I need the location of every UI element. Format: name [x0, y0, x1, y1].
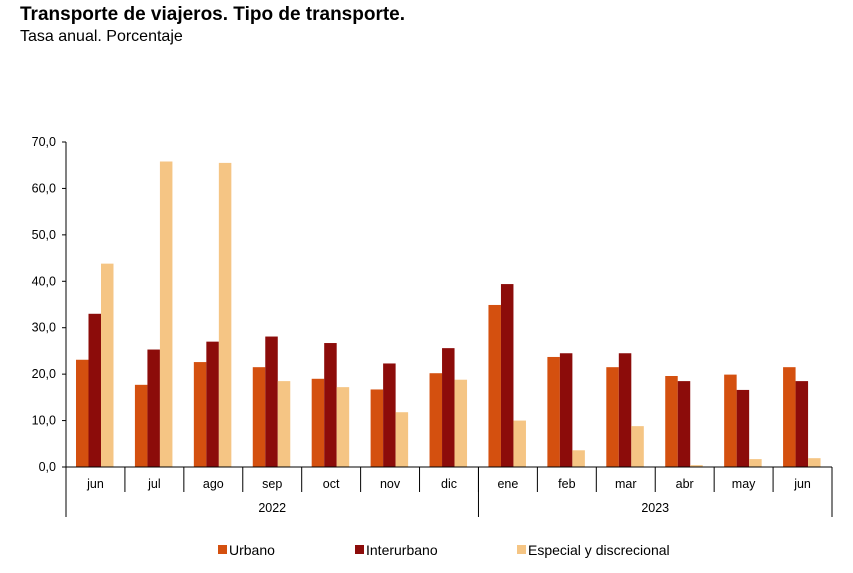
- y-tick-label: 40,0: [32, 274, 56, 288]
- x-tick-label: jun: [793, 477, 811, 491]
- y-tick-label: 10,0: [32, 414, 56, 428]
- bar-especial-y-discrecional: [336, 387, 350, 467]
- x-tick-label: nov: [380, 477, 401, 491]
- x-tick-label: dic: [441, 477, 457, 491]
- bar-especial-y-discrecional: [277, 381, 291, 467]
- legend-swatch: [355, 545, 364, 554]
- x-tick-label: ene: [497, 477, 518, 491]
- x-tick-label: jun: [86, 477, 104, 491]
- group-label: 2022: [258, 501, 286, 515]
- legend-swatch: [517, 545, 526, 554]
- x-tick-label: feb: [558, 477, 575, 491]
- bar-interurbano: [677, 381, 691, 467]
- bar-interurbano: [147, 349, 160, 467]
- bar-especial-y-discrecional: [454, 379, 468, 467]
- bar-especial-y-discrecional: [159, 161, 173, 467]
- bar-interurbano: [383, 363, 396, 467]
- y-tick-label: 30,0: [32, 321, 56, 335]
- bar-urbano: [76, 359, 89, 467]
- bar-urbano: [488, 304, 501, 467]
- group-label: 2023: [641, 501, 669, 515]
- chart-subtitle: Tasa anual. Porcentaje: [20, 28, 183, 45]
- bar-interurbano: [88, 313, 101, 467]
- bar-urbano: [724, 374, 737, 467]
- bar-urbano: [606, 367, 619, 467]
- y-tick-label: 0,0: [39, 460, 56, 474]
- x-tick-label: mar: [615, 477, 637, 491]
- bar-interurbano: [206, 341, 219, 467]
- bar-urbano: [665, 376, 678, 467]
- bar-especial-y-discrecional: [218, 162, 232, 467]
- x-tick-label: abr: [676, 477, 694, 491]
- bar-especial-y-discrecional: [690, 465, 703, 467]
- bar-urbano: [252, 367, 266, 467]
- legend-label: Especial y discrecional: [528, 542, 670, 558]
- y-tick-label: 50,0: [32, 228, 56, 242]
- y-tick-label: 70,0: [32, 135, 56, 149]
- bar-especial-y-discrecional: [631, 426, 644, 467]
- bar-interurbano: [324, 343, 337, 467]
- x-tick-label: sep: [262, 477, 282, 491]
- bar-interurbano: [500, 284, 514, 467]
- bar-especial-y-discrecional: [572, 450, 585, 467]
- bar-urbano: [193, 362, 207, 467]
- bar-interurbano: [559, 353, 573, 467]
- bar-urbano: [311, 378, 325, 467]
- bar-interurbano: [736, 389, 750, 467]
- bar-especial-y-discrecional: [513, 420, 526, 467]
- y-tick-label: 20,0: [32, 367, 56, 381]
- legend-label: Urbano: [229, 542, 275, 558]
- bar-urbano: [547, 356, 560, 467]
- bar-especial-y-discrecional: [749, 459, 762, 467]
- bar-especial-y-discrecional: [395, 412, 409, 467]
- bar-urbano: [429, 373, 443, 467]
- chart-title: Transporte de viajeros. Tipo de transpor…: [20, 4, 406, 25]
- legend-swatch: [218, 545, 227, 554]
- bar-interurbano: [618, 353, 632, 467]
- bar-interurbano: [442, 348, 455, 467]
- bar-urbano: [370, 389, 384, 467]
- bar-urbano: [134, 384, 148, 467]
- legend-label: Interurbano: [366, 542, 438, 558]
- bar-especial-y-discrecional: [101, 263, 114, 467]
- bar-especial-y-discrecional: [808, 458, 821, 467]
- x-tick-label: ago: [203, 477, 224, 491]
- y-tick-label: 60,0: [32, 181, 56, 195]
- x-tick-label: may: [732, 477, 756, 491]
- bar-interurbano: [265, 336, 278, 467]
- x-tick-label: jul: [147, 477, 161, 491]
- x-tick-label: oct: [323, 477, 340, 491]
- bar-interurbano: [795, 381, 809, 467]
- bar-urbano: [783, 367, 796, 467]
